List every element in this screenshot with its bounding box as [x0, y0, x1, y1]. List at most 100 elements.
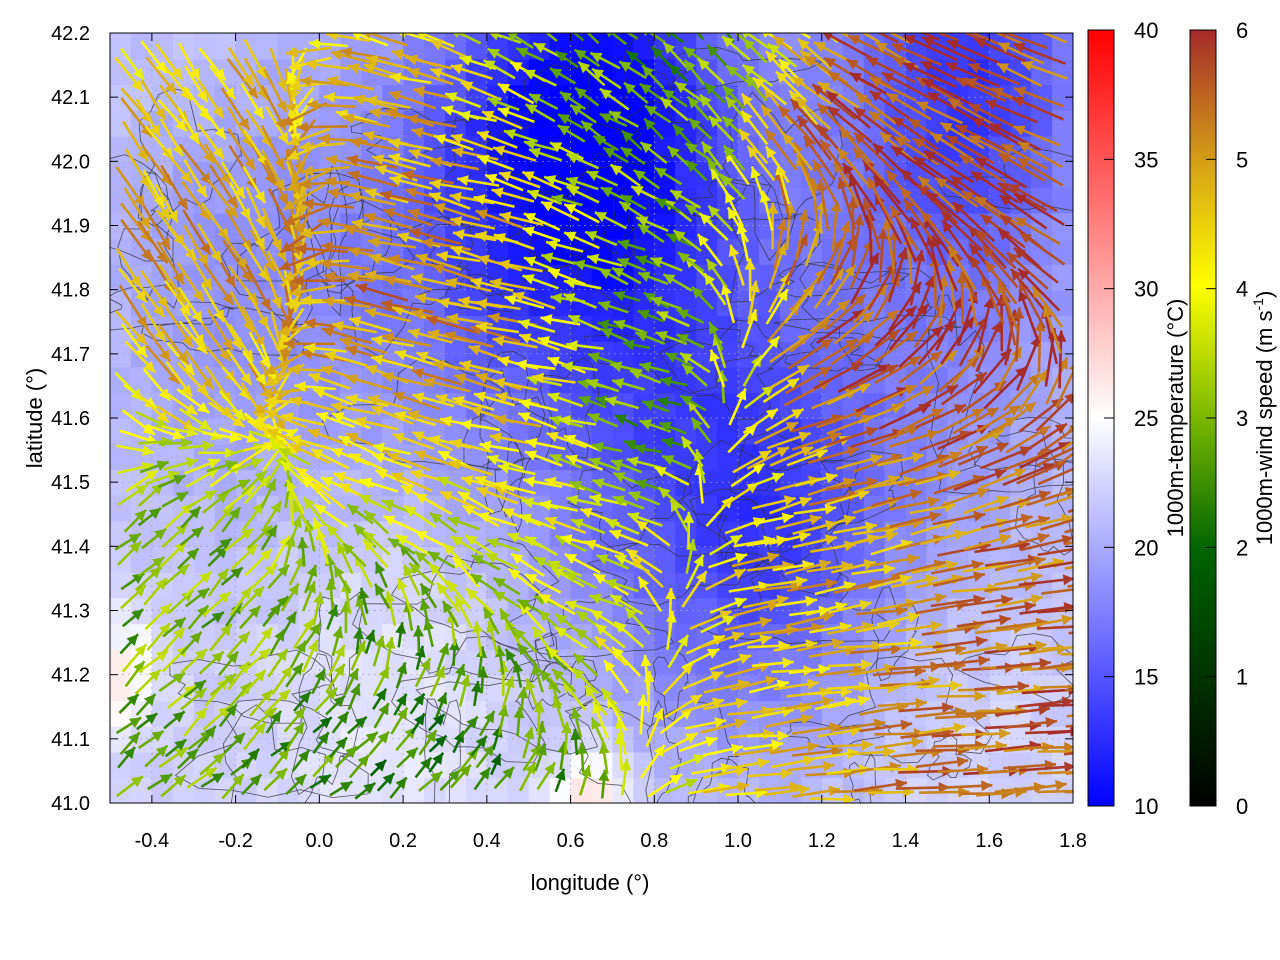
temperature-cell: [361, 777, 383, 803]
wind-arrow-head: [669, 64, 681, 76]
wind-arrow-head: [758, 450, 771, 461]
temperature-cell: [445, 700, 467, 727]
wind-arrow-head: [355, 595, 367, 608]
wind-arrow-head: [238, 117, 250, 130]
wind-arrow-head: [202, 377, 214, 390]
wind-arrow-head: [294, 555, 305, 568]
wind-arrow-head: [372, 442, 385, 454]
wind-arrow-head: [298, 750, 310, 762]
wind-arrow-head: [1028, 373, 1040, 386]
wind-arrow-head: [493, 233, 507, 244]
wind-arrow-head: [271, 296, 282, 309]
wind-arrow-head: [909, 489, 922, 500]
temperature-cell: [110, 520, 132, 548]
wind-arrow-head: [363, 531, 376, 543]
wind-arrow-head: [204, 767, 217, 779]
wind-arrow-head: [299, 691, 311, 704]
wind-arrow-head: [969, 243, 981, 256]
wind-arrow-head: [824, 57, 837, 69]
wind-arrow-head: [1008, 405, 1021, 416]
temperature-cell: [256, 33, 279, 60]
wind-arrow-head: [416, 351, 429, 362]
wind-arrow-head: [742, 64, 755, 76]
wind-arrow-head: [432, 752, 444, 765]
wind-arrow-head: [1019, 233, 1032, 244]
wind-arrow-head: [590, 52, 603, 63]
wind-arrow-head: [569, 480, 582, 492]
temperature-cell: [110, 212, 132, 240]
wind-arrow-head: [550, 68, 563, 79]
wind-arrow-head: [599, 113, 613, 124]
wind-arrow-head: [179, 303, 191, 316]
wind-arrow-head: [685, 778, 698, 789]
wind-arrow-head: [167, 470, 180, 481]
wind-arrow-head: [628, 491, 641, 502]
wind-arrow-head: [598, 769, 610, 782]
wind-arrow-head: [609, 529, 622, 540]
wind-arrow-head: [323, 271, 336, 283]
wind-arrow-head: [338, 436, 352, 447]
wind-arrow-head: [233, 408, 245, 421]
wind-arrow-head: [196, 185, 207, 198]
wind-arrow-head: [304, 342, 316, 354]
wind-arrow-shaft: [1036, 446, 1073, 467]
wind-arrow-head: [419, 598, 431, 611]
wind-arrow-head: [316, 411, 329, 423]
wind-arrow-head: [599, 88, 613, 100]
wind-arrow-head: [408, 328, 421, 339]
wind-arrow-head: [525, 104, 538, 115]
wind-arrow-head: [173, 617, 186, 629]
wind-arrow-head: [970, 255, 981, 269]
wind-arrow-head: [459, 360, 472, 371]
wind-arrow-head: [886, 93, 899, 104]
wind-arrow-head: [1017, 681, 1029, 692]
wind-arrow-head: [382, 499, 395, 510]
temperature-cell: [675, 597, 697, 625]
wind-arrow-head: [822, 760, 835, 772]
wind-arrow-head: [920, 61, 933, 72]
wind-arrow-head: [359, 477, 372, 489]
wind-arrow-shaft: [962, 33, 983, 42]
temperature-cell: [193, 469, 216, 496]
wind-arrow-head: [287, 149, 300, 160]
wind-arrow-head: [1018, 289, 1029, 302]
wind-arrow-head: [691, 417, 703, 430]
wind-arrow-head: [252, 106, 264, 119]
wind-arrow-head: [159, 603, 172, 616]
wind-arrow-head: [894, 136, 907, 148]
wind-arrow-head: [849, 72, 863, 83]
wind-arrow-head: [505, 649, 517, 662]
wind-arrow-head: [637, 309, 650, 320]
wind-arrow-head: [375, 562, 386, 575]
wind-arrow-head: [673, 124, 685, 137]
wind-arrow-shaft: [1038, 662, 1073, 671]
temperature-cell: [696, 187, 718, 214]
wind-arrow-head: [334, 663, 345, 677]
wind-arrow-head: [576, 611, 589, 622]
contour-line: [667, 178, 795, 221]
temperature-cell: [654, 418, 676, 445]
wind-arrow-head: [397, 578, 408, 591]
wind-arrow-head: [592, 478, 605, 489]
x-tick-label: -0.4: [135, 830, 169, 852]
wind-arrow-head: [265, 479, 276, 492]
wind-arrow-head: [402, 169, 414, 181]
wind-arrow-head: [294, 381, 306, 392]
wind-arrow-head: [780, 768, 793, 780]
wind-arrow-head: [704, 273, 716, 286]
wind-arrow-head: [153, 195, 164, 208]
wind-arrow-head: [265, 564, 277, 576]
wind-arrow-head: [143, 360, 156, 373]
wind-arrow-head: [1030, 572, 1043, 583]
wind-arrow-head: [1061, 534, 1073, 546]
wind-arrow-head: [986, 407, 999, 418]
wind-arrow-head: [454, 373, 467, 384]
wind-arrow-head: [197, 401, 210, 413]
temperature-cell: [130, 366, 153, 394]
wind-arrow-head: [297, 204, 309, 217]
temperature-cell: [214, 623, 237, 650]
temperature-cell: [445, 751, 467, 779]
temperature-cell: [214, 392, 237, 419]
temperature-cell: [110, 110, 132, 137]
wind-arrow-head: [135, 345, 147, 358]
